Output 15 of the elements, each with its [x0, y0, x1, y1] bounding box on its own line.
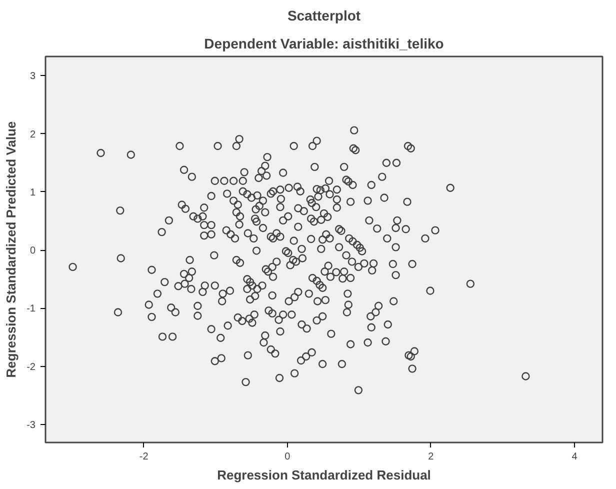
y-tick-label: -3 [26, 420, 36, 431]
chart-title: Scatterplot [287, 8, 361, 24]
x-tick-label: -2 [139, 452, 149, 462]
x-tick-label: 2 [428, 452, 434, 462]
chart-subtitle: Dependent Variable: aisthitiki_teliko [204, 36, 444, 52]
y-tick-label: -1 [26, 304, 36, 315]
x-tick-label: 0 [284, 452, 291, 462]
x-axis-title: Regression Standardized Residual [217, 468, 431, 482]
y-tick-label: 2 [30, 129, 36, 140]
y-tick-label: 3 [30, 71, 36, 82]
y-axis-title: Regression Standardized Predicted Value [4, 121, 19, 378]
y-tick-label: -2 [26, 362, 36, 373]
x-tick-label: 4 [572, 452, 578, 462]
y-tick-label: 1 [30, 187, 36, 198]
y-tick-label: 0 [30, 246, 36, 257]
